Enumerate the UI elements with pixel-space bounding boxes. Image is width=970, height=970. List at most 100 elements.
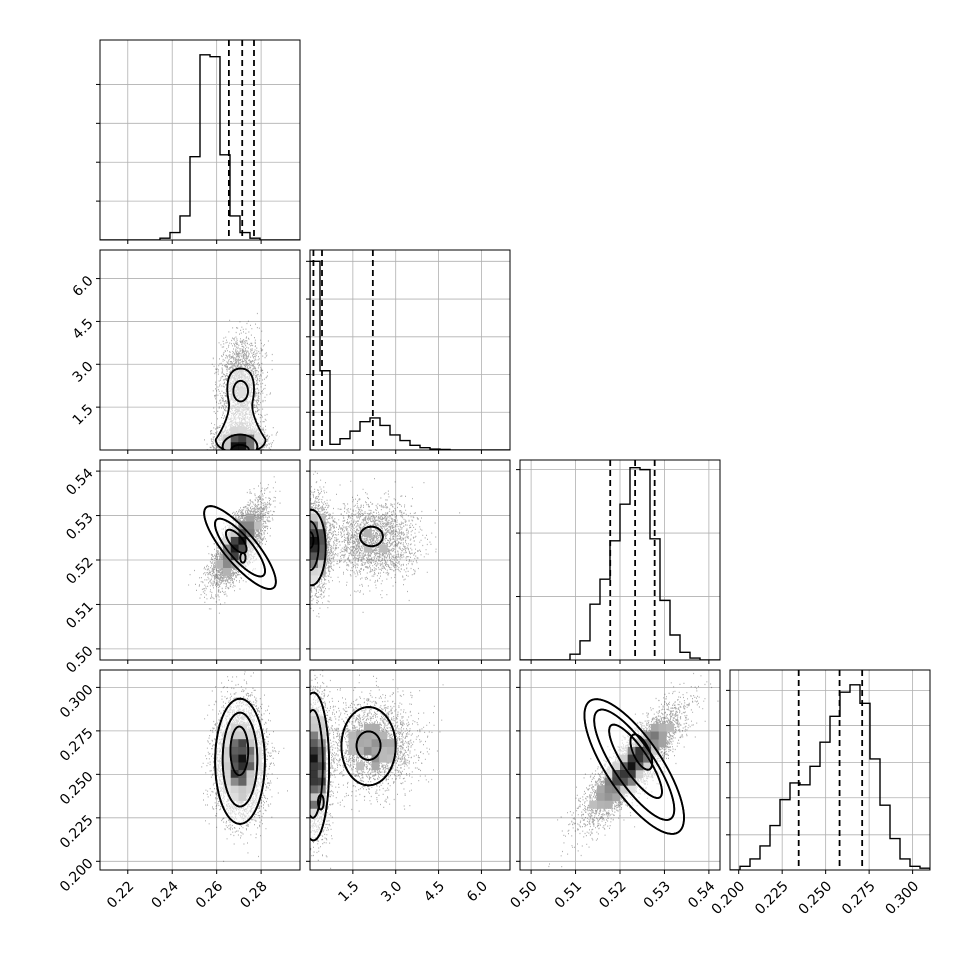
density-core-cell (650, 731, 659, 740)
histogram-panel-2 (516, 459, 721, 664)
density-core-cell (238, 739, 247, 748)
contour-stroke (310, 691, 331, 842)
density-core-cell (246, 521, 255, 530)
scatter-panel-3-0: 0.22 0.24 0.26 0.28 0.2000.2250.2500.2750.30… (57, 669, 301, 912)
x-tick-label: 0.225 (752, 878, 792, 918)
density-cell (371, 746, 380, 755)
density-cell (596, 785, 605, 794)
density-core-cell (238, 442, 247, 450)
density-cell (658, 731, 667, 740)
axes-frame (519, 669, 721, 871)
density-core-cell (317, 529, 326, 538)
density-cell (666, 723, 675, 732)
density-core-cell (238, 762, 247, 771)
x-tick-label: 0.28 (237, 878, 270, 911)
density-core-cell (317, 754, 326, 763)
density-core-cell (238, 434, 247, 443)
scatter-panel-3-1: 1.5 3.0 4.5 6.0 (306, 669, 511, 905)
density-core-cell (230, 536, 239, 545)
histogram-panel-3: 0.200 0.225 0.250 0.275 0.300 (709, 669, 931, 918)
x-tick-label: 0.200 (709, 878, 749, 918)
density-core-cell (310, 762, 318, 771)
contour-stroke (629, 733, 654, 771)
density-core-cell (238, 746, 247, 755)
contour-outer (214, 367, 267, 450)
scatter-panel-2-0: 0.50 0.51 0.52 0.53 0.54 (63, 459, 301, 677)
density-cell (379, 746, 388, 755)
density-cell (363, 723, 372, 732)
contour-stroke (310, 520, 320, 572)
density-cell (363, 731, 372, 740)
x-tick-label: 3.0 (378, 878, 405, 905)
contour-stroke (203, 505, 277, 590)
density-cell (317, 513, 326, 522)
axes-frame (309, 459, 511, 661)
density-core-cell (230, 434, 239, 443)
y-tick-label: 0.54 (63, 465, 96, 498)
y-tick-label: 3.0 (70, 359, 97, 386)
contour-stroke (359, 525, 384, 548)
contour-stroke (214, 697, 266, 825)
density-core-cell (635, 754, 644, 763)
density-core-cell (310, 739, 318, 748)
density-core-cell (317, 552, 326, 561)
density-core-cell (310, 754, 318, 763)
density-core-cell (635, 746, 644, 755)
histogram-panel-1 (306, 249, 511, 454)
density-core-cell (317, 762, 326, 771)
axes-frame (309, 249, 511, 451)
y-tick-label: 0.50 (63, 643, 96, 676)
density-cell (223, 567, 232, 576)
density-cell (371, 754, 380, 763)
x-tick-label: 0.22 (104, 878, 137, 911)
density-cell (348, 739, 357, 748)
density-cell (386, 746, 395, 755)
density-cell (650, 723, 659, 732)
density-core-cell (230, 552, 239, 561)
density-core-cell (643, 754, 652, 763)
density-cell (658, 739, 667, 748)
density-core-cell (317, 544, 326, 553)
contour-stroke (608, 723, 663, 799)
histogram-bars (730, 684, 930, 870)
density-core-cell (620, 770, 628, 778)
y-tick-label: 0.300 (57, 682, 97, 722)
axes-frame (99, 249, 301, 451)
density-core-cell (612, 777, 621, 786)
density-cell (363, 544, 372, 553)
density-core-cell (238, 536, 247, 545)
contour-stroke (221, 433, 259, 450)
y-tick-label: 4.5 (70, 316, 97, 343)
density-cell (604, 793, 613, 802)
contour-stroke (225, 528, 248, 554)
density-core-cell (246, 442, 255, 450)
x-tick-label: 4.5 (421, 878, 448, 905)
density-core-cell (230, 770, 239, 778)
x-tick-label: 0.250 (796, 878, 836, 918)
density-cell (658, 723, 667, 732)
histogram-bars (310, 260, 510, 450)
density-cell (371, 731, 380, 740)
density-cell (379, 754, 388, 763)
density-core-cell (238, 544, 247, 553)
density-core-cell (310, 800, 318, 809)
density-cell (371, 723, 380, 732)
density-core-cell (246, 762, 255, 771)
density-cell (604, 785, 613, 794)
density-core-cell (627, 754, 636, 763)
density-cell (363, 739, 372, 748)
y-tick-label: 0.51 (63, 599, 96, 632)
density-cell (589, 800, 598, 809)
density-cell (348, 746, 357, 755)
density-cell (643, 731, 652, 740)
density-cell (363, 529, 372, 538)
x-tick-label: 0.300 (883, 878, 923, 918)
y-tick-label: 0.250 (57, 769, 97, 809)
density-core-cell (310, 731, 318, 740)
density-cell (253, 521, 262, 530)
density-cell (596, 800, 605, 809)
density-core-cell (246, 746, 255, 755)
scatter-panel-1-0: 1.5 3.0 4.5 6.0 (70, 249, 301, 454)
histogram-bars (100, 54, 300, 240)
density-cell (386, 754, 395, 763)
